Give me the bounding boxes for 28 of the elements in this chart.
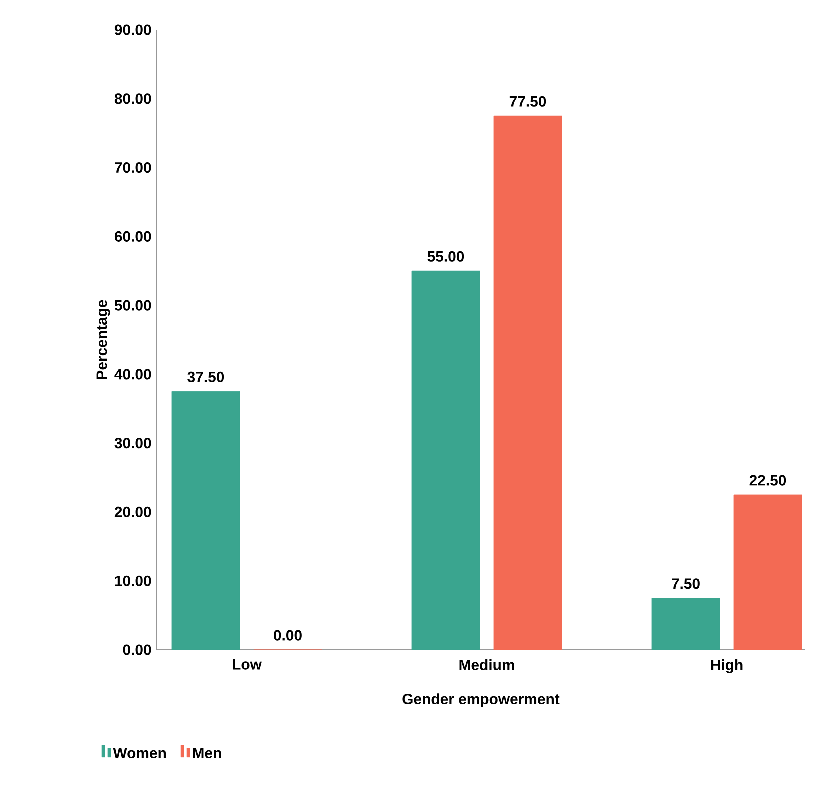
y-tick-label: 60.00 xyxy=(114,231,152,242)
data-label: 22.50 xyxy=(750,475,786,486)
x-tick-label: Medium xyxy=(460,659,514,670)
data-label: 7.50 xyxy=(672,578,700,590)
bar xyxy=(652,598,720,650)
bar xyxy=(172,391,240,650)
legend-label: Women xyxy=(113,748,166,759)
x-axis-title: Gender empowerment xyxy=(402,694,560,708)
y-tick-label: 70.00 xyxy=(115,162,152,174)
legend-label: Men xyxy=(193,748,222,759)
y-tick-label: 20.00 xyxy=(114,506,152,518)
bar xyxy=(734,494,802,650)
bar xyxy=(494,116,562,650)
y-tick-label: 90.00 xyxy=(114,24,152,36)
y-tick-label: 80.00 xyxy=(114,94,152,104)
data-label: 55.00 xyxy=(428,251,464,262)
y-tick-label: 40.00 xyxy=(114,369,152,380)
data-label: 0.00 xyxy=(274,630,302,641)
x-tick-label: High xyxy=(711,659,743,674)
x-tick-label: Low xyxy=(233,659,262,670)
y-axis-title: Percentage xyxy=(96,300,110,380)
y-tick-label: 0.00 xyxy=(123,644,152,656)
data-label: 37.50 xyxy=(188,372,224,382)
data-label: 77.50 xyxy=(510,96,546,107)
y-tick-label: 50.00 xyxy=(114,300,152,311)
y-tick-label: 30.00 xyxy=(114,438,152,449)
bar xyxy=(412,270,480,650)
y-tick-label: 10.00 xyxy=(115,576,152,586)
